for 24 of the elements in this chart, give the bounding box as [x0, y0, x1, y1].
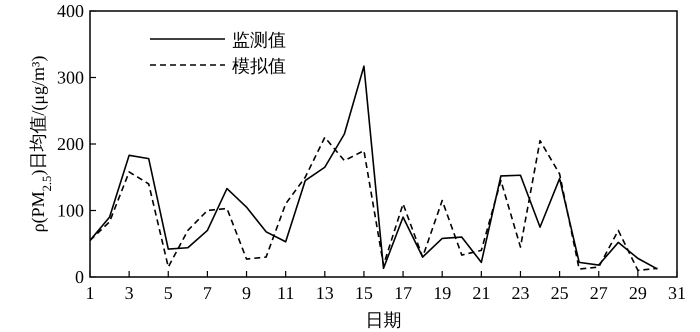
- x-axis-title: 日期: [366, 310, 402, 330]
- x-tick-label: 23: [511, 283, 530, 303]
- x-tick-label: 7: [202, 283, 212, 303]
- x-tick-label: 29: [628, 283, 647, 303]
- x-tick-label: 3: [124, 283, 134, 303]
- x-tick-label: 11: [276, 283, 294, 303]
- x-tick-label: 15: [354, 283, 373, 303]
- x-tick-label: 9: [242, 283, 252, 303]
- y-tick-label: 300: [57, 68, 84, 88]
- y-tick-label: 400: [57, 1, 84, 21]
- x-tick-label: 21: [472, 283, 490, 303]
- legend-label: 模拟值: [232, 56, 286, 76]
- y-tick-label: 200: [57, 134, 84, 154]
- x-tick-label: 31: [668, 283, 686, 303]
- x-tick-label: 19: [433, 283, 452, 303]
- x-tick-label: 1: [86, 283, 94, 303]
- x-tick-label: 17: [394, 283, 412, 303]
- x-tick-label: 25: [550, 283, 569, 303]
- legend-label: 监测值: [232, 30, 286, 50]
- x-tick-label: 13: [316, 283, 334, 303]
- y-tick-label: 0: [75, 267, 84, 287]
- y-tick-label: 100: [57, 200, 84, 220]
- x-tick-label: 27: [590, 283, 608, 303]
- x-tick-label: 5: [164, 283, 173, 303]
